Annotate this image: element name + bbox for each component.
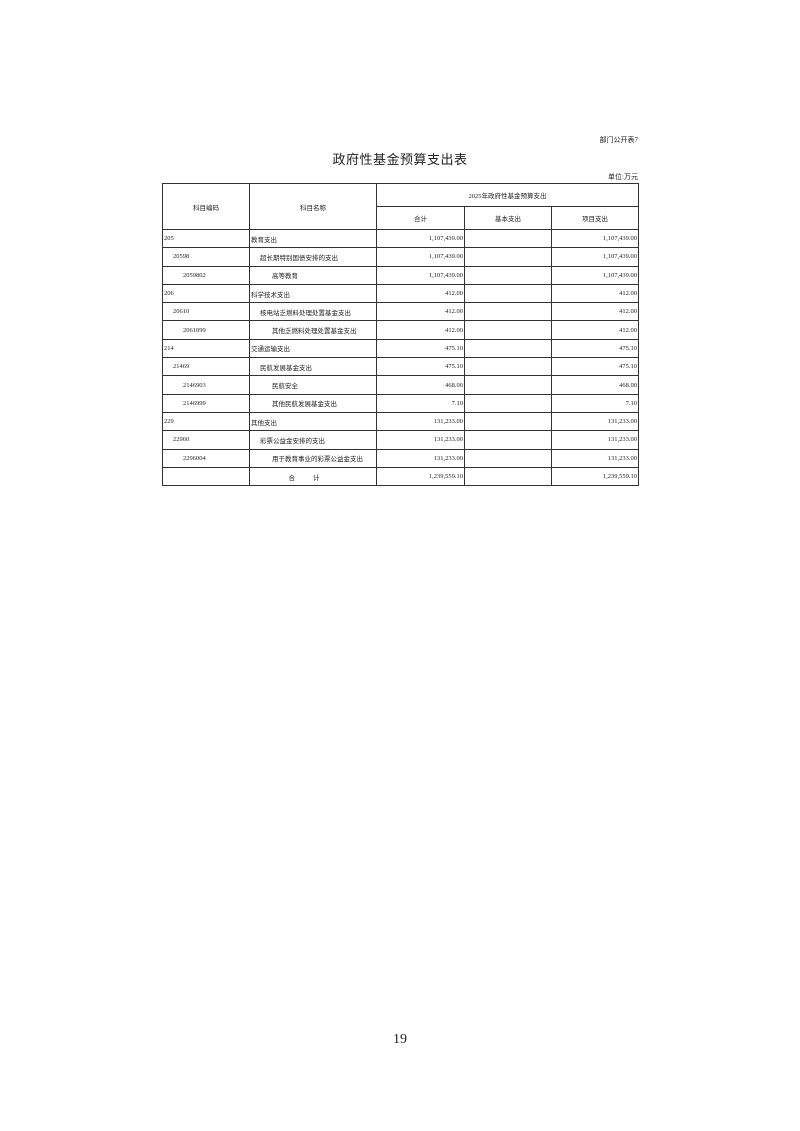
cell-name: 民航安全 [249,375,377,395]
cell-basic [464,357,552,377]
header-name: 科目名称 [249,183,377,230]
header-basic: 基本支出 [464,206,552,230]
unit-label: 单位:万元 [608,173,638,181]
table-number-label: 部门公开表7 [599,136,639,144]
cell-name: 交通运输支出 [249,338,377,359]
cell-project: 412.00 [551,283,639,304]
cell-project: 1,107,439.00 [551,228,639,249]
header-project: 项目支出 [551,206,639,230]
cell-project: 1,107,439.00 [551,265,639,285]
table-row: 229 其他支出 131,233.00 131,233.00 [162,411,639,432]
cell-basic [464,283,552,304]
table-row: 20610 核电站乏燃料处理处置基金支出 412.00 412.00 [162,302,639,322]
table-row: 22960 彩票公益金安排的支出 131,233.00 131,233.00 [162,430,639,450]
cell-name: 民航发展基金支出 [249,357,377,377]
cell-name: 彩票公益金安排的支出 [249,430,377,450]
cell-code: 22960 [162,430,250,450]
cell-project: 412.00 [551,302,639,322]
table-row: 206 科学技术支出 412.00 412.00 [162,283,639,304]
cell-name: 其他支出 [249,411,377,432]
total-row: 合计 1,239,559.10 1,239,559.10 [162,466,639,487]
table-row: 205 教育支出 1,107,439.00 1,107,439.00 [162,228,639,249]
cell-name: 用于教育事业的彩票公益金支出 [249,448,377,468]
cell-total: 7.10 [376,393,465,413]
cell-code: 20598 [162,247,250,267]
cell-basic [464,375,552,395]
cell-basic [464,338,552,359]
cell-total: 475.10 [376,357,465,377]
cell-project: 1,107,439.00 [551,247,639,267]
budget-table: 科目编码 科目名称 2025年政府性基金预算支出 合计 基本支出 项目支出 20… [162,183,639,487]
cell-total: 475.10 [376,338,465,359]
header-group: 2025年政府性基金预算支出 [376,183,639,207]
cell-basic [464,320,552,340]
page-title: 政府性基金预算支出表 [332,153,468,168]
cell-total: 1,239,559.10 [376,466,465,487]
table-row: 21469 民航发展基金支出 475.10 475.10 [162,357,639,377]
cell-name: 其他民航发展基金支出 [249,393,377,413]
cell-code: 2146903 [162,375,250,395]
cell-project: 131,233.00 [551,411,639,432]
cell-total: 1,107,439.00 [376,265,465,285]
cell-name: 核电站乏燃料处理处置基金支出 [249,302,377,322]
table-row: 214 交通运输支出 475.10 475.10 [162,338,639,359]
cell-code: 214 [162,338,250,359]
cell-basic [464,265,552,285]
table-row: 2146903 民航安全 468.00 468.00 [162,375,639,395]
cell-basic [464,411,552,432]
table-row: 2296004 用于教育事业的彩票公益金支出 131,233.00 131,233.0… [162,448,639,468]
cell-project: 412.00 [551,320,639,340]
cell-basic [464,430,552,450]
cell-basic [464,393,552,413]
cell-name: 超长期特别国债安排的支出 [249,247,377,267]
cell-code: 2059802 [162,265,250,285]
cell-basic [464,466,552,487]
table-row: 2061099 其他乏燃料处理处置基金支出 412.00 412.00 [162,320,639,340]
cell-total: 131,233.00 [376,411,465,432]
cell-total: 468.00 [376,375,465,395]
cell-name: 高等教育 [249,265,377,285]
cell-code: 20610 [162,302,250,322]
cell-basic [464,302,552,322]
header-total: 合计 [376,206,465,230]
cell-code: 205 [162,228,250,249]
cell-total: 412.00 [376,302,465,322]
cell-project: 1,239,559.10 [551,466,639,487]
cell-code [162,466,250,487]
cell-code: 21469 [162,357,250,377]
total-label: 合计 [249,466,377,487]
cell-code: 2061099 [162,320,250,340]
table-row: 20598 超长期特别国债安排的支出 1,107,439.00 1,107,439.0… [162,247,639,267]
header-code: 科目编码 [162,183,250,230]
cell-project: 475.10 [551,338,639,359]
cell-project: 131,233.00 [551,448,639,468]
page-number: 19 [393,1032,407,1047]
cell-basic [464,247,552,267]
cell-project: 131,233.00 [551,430,639,450]
cell-code: 229 [162,411,250,432]
cell-code: 2146999 [162,393,250,413]
cell-project: 475.10 [551,357,639,377]
cell-code: 206 [162,283,250,304]
cell-total: 1,107,439.00 [376,247,465,267]
cell-total: 131,233.00 [376,430,465,450]
cell-name: 其他乏燃料处理处置基金支出 [249,320,377,340]
cell-total: 131,233.00 [376,448,465,468]
cell-total: 412.00 [376,283,465,304]
cell-basic [464,228,552,249]
cell-total: 1,107,439.00 [376,228,465,249]
table-row: 2059802 高等教育 1,107,439.00 1,107,439.00 [162,265,639,285]
cell-name: 科学技术支出 [249,283,377,304]
cell-basic [464,448,552,468]
table-row: 2146999 其他民航发展基金支出 7.10 7.10 [162,393,639,413]
cell-total: 412.00 [376,320,465,340]
cell-code: 2296004 [162,448,250,468]
cell-project: 7.10 [551,393,639,413]
cell-name: 教育支出 [249,228,377,249]
cell-project: 468.00 [551,375,639,395]
